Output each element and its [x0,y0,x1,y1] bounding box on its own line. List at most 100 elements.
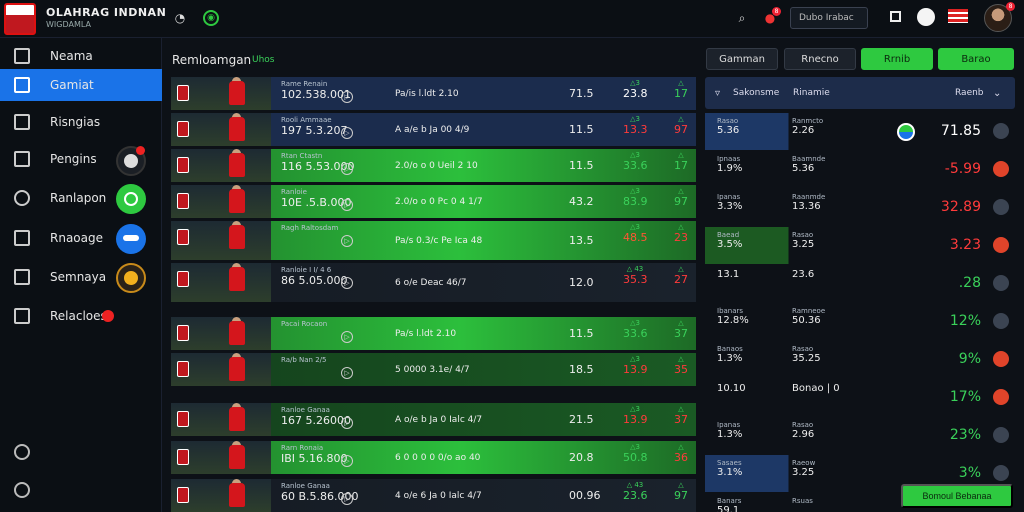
odd-home[interactable]: 20.8 [569,451,594,464]
sidebar-item-4[interactable]: Ranlapon [0,182,162,214]
odd-home[interactable]: 13.5 [569,234,594,247]
odds-row[interactable]: 10.10 Bonao | 0 17% [705,379,1015,416]
odds-total[interactable]: .28 [958,275,981,291]
filter-icon[interactable]: ▿ [715,87,721,99]
odds-row[interactable]: Ipnaas 1.9% Baamnde 5.36 -5.99 [705,151,1015,188]
odds-total[interactable]: 12% [949,313,981,329]
odd-away-cell[interactable]: △ 35 [671,355,691,376]
sidebar-item-7[interactable]: Relacloes [0,300,162,332]
match-row[interactable]: Ra/b Nan 2/5 ▷ 5 0000 3.1e/ 4/7 18.5 △3 … [171,353,696,387]
odd-away-cell[interactable]: △ 17 [671,151,691,172]
action-circle-icon[interactable] [993,237,1009,253]
sidebar-item-3[interactable]: Pengins [0,143,162,175]
match-row[interactable]: Rame Renain 102.538.001 ▷ Pa/is l.ldt 2.… [171,77,696,111]
sidebar-item-1[interactable]: Gamiat [0,69,162,101]
odds-row[interactable]: Ipanas 1.3% Rasao 2.96 23% [705,417,1015,454]
notification-icon[interactable]: ● [764,11,776,25]
stream-icon[interactable]: ▷ [341,91,353,103]
odd-draw-cell[interactable]: △3 13.3 [623,115,648,136]
odds-row[interactable]: Ipanas 3.3% Raanmde 13.36 32.89 [705,189,1015,226]
odd-home[interactable]: 11.5 [569,327,594,340]
odds-row[interactable]: Banaos 1.3% Rasao 35.25 9% [705,341,1015,378]
odds-total[interactable]: 9% [958,351,981,367]
search-input[interactable] [790,7,868,29]
odds-row[interactable]: Baead 3.5% Rasao 3.25 3.23 [705,227,1015,264]
odd-home[interactable]: 11.5 [569,159,594,172]
odd-away-cell[interactable]: △ 27 [671,265,691,286]
window-icon[interactable] [890,11,901,22]
header-button-3[interactable]: Barao [938,48,1014,70]
stream-icon[interactable]: ▷ [341,493,353,505]
stream-icon[interactable]: ▷ [341,163,353,175]
match-row[interactable]: Ranloie 10E .5.B.000 ▷ 2.0/o o 0 Pc 0 4 … [171,185,696,219]
odd-away-cell[interactable]: △ 97 [671,115,691,136]
odds-row[interactable]: Banars 59.1 Rsuas [705,493,1015,512]
odds-total[interactable]: 3.23 [949,237,981,253]
sidebar-item-0[interactable]: Neama [0,40,162,72]
action-circle-icon[interactable] [993,161,1009,177]
odd-home[interactable]: 18.5 [569,363,594,376]
odd-draw-cell[interactable]: △3 13.9 [623,405,648,426]
stream-icon[interactable]: ▷ [341,277,353,289]
stream-icon[interactable]: ▷ [341,199,353,211]
action-circle-icon[interactable] [993,275,1009,291]
match-row[interactable]: Pacai Rocaon ▷ Pa/s l.ldt 2.10 11.5 △3 3… [171,317,696,351]
odd-draw-cell[interactable]: △3 33.6 [623,319,648,340]
odd-away-cell[interactable]: △ 23 [671,223,691,244]
match-row[interactable]: Ragh Raltosdam ▷ Pa/s 0.3/c Pe Ica 48 13… [171,221,696,261]
brand-logo[interactable] [4,2,36,35]
odds-total[interactable]: 23% [949,427,981,443]
header-button-1[interactable]: Rnecno [784,48,856,70]
odd-draw-cell[interactable]: △3 33.6 [623,151,648,172]
stream-icon[interactable]: ▷ [341,331,353,343]
odd-away-cell[interactable]: △ 97 [671,187,691,208]
match-row[interactable]: Rtan Ctastn 116 5.53.000 ▷ 2.0/o o 0 Uei… [171,149,696,183]
action-circle-icon[interactable] [993,465,1009,481]
stream-icon[interactable]: ▷ [341,235,353,247]
odd-away-cell[interactable]: △ 36 [671,443,691,464]
action-circle-icon[interactable] [993,427,1009,443]
sidebar-item-2[interactable]: Risngias [0,106,162,138]
match-row[interactable]: Rooli Ammaae 197 5.3.207 ▷ A a/e b Ja 00… [171,113,696,147]
action-circle-icon[interactable] [993,313,1009,329]
action-circle-icon[interactable] [993,199,1009,215]
match-row[interactable]: Ranloie I I/ 4 6 86 5.05.000 ▷ 6 o/e Dea… [171,263,696,303]
chat-icon[interactable]: ◔ [174,11,186,25]
odd-home[interactable]: 12.0 [569,276,594,289]
odd-draw-cell[interactable]: △ 43 23.6 [623,481,648,502]
odds-total[interactable]: 71.85 [940,123,981,139]
odd-draw-cell[interactable]: △3 50.8 [623,443,648,464]
settings-icon[interactable] [14,482,30,498]
profile-icon[interactable] [14,444,30,460]
odd-home[interactable]: 00.96 [569,489,601,502]
odds-row[interactable]: 13.1 23.6 .28 [705,265,1015,302]
action-circle-icon[interactable] [993,389,1009,405]
odds-total[interactable]: 3% [958,465,981,481]
odd-draw-cell[interactable]: △3 48.5 [623,223,648,244]
odd-home[interactable]: 43.2 [569,195,594,208]
stream-icon[interactable]: ▷ [341,367,353,379]
live-icon[interactable]: ◉ [203,10,219,26]
stream-icon[interactable]: ▷ [341,417,353,429]
odd-home[interactable]: 21.5 [569,413,594,426]
odd-draw-cell[interactable]: △3 13.9 [623,355,648,376]
search-icon[interactable]: ⌕ [738,10,746,25]
action-circle-icon[interactable] [993,123,1009,139]
odd-home[interactable]: 71.5 [569,87,594,100]
odd-away-cell[interactable]: △ 17 [671,79,691,100]
odds-row[interactable]: Ibanars 12.8% Ramneoe 50.36 12% [705,303,1015,340]
language-flag-icon[interactable] [948,9,968,23]
odd-home[interactable]: 11.5 [569,123,594,136]
odd-away-cell[interactable]: △ 37 [671,319,691,340]
odd-draw-cell[interactable]: △ 43 35.3 [623,265,648,286]
stream-icon[interactable]: ▷ [341,455,353,467]
action-circle-icon[interactable] [993,351,1009,367]
chevron-down-icon[interactable]: ⌄ [993,87,1002,99]
sidebar-item-5[interactable]: Rnaoage [0,222,162,254]
odds-total[interactable]: 32.89 [940,199,981,215]
sidebar-item-6[interactable]: Semnaya [0,261,162,293]
header-button-0[interactable]: Gamman [706,48,778,70]
odds-row[interactable]: Rasao 5.36 Ranmcto 2.26 71.85 [705,113,1015,150]
odds-total[interactable]: -5.99 [944,161,981,177]
odds-total[interactable]: 17% [949,389,981,405]
